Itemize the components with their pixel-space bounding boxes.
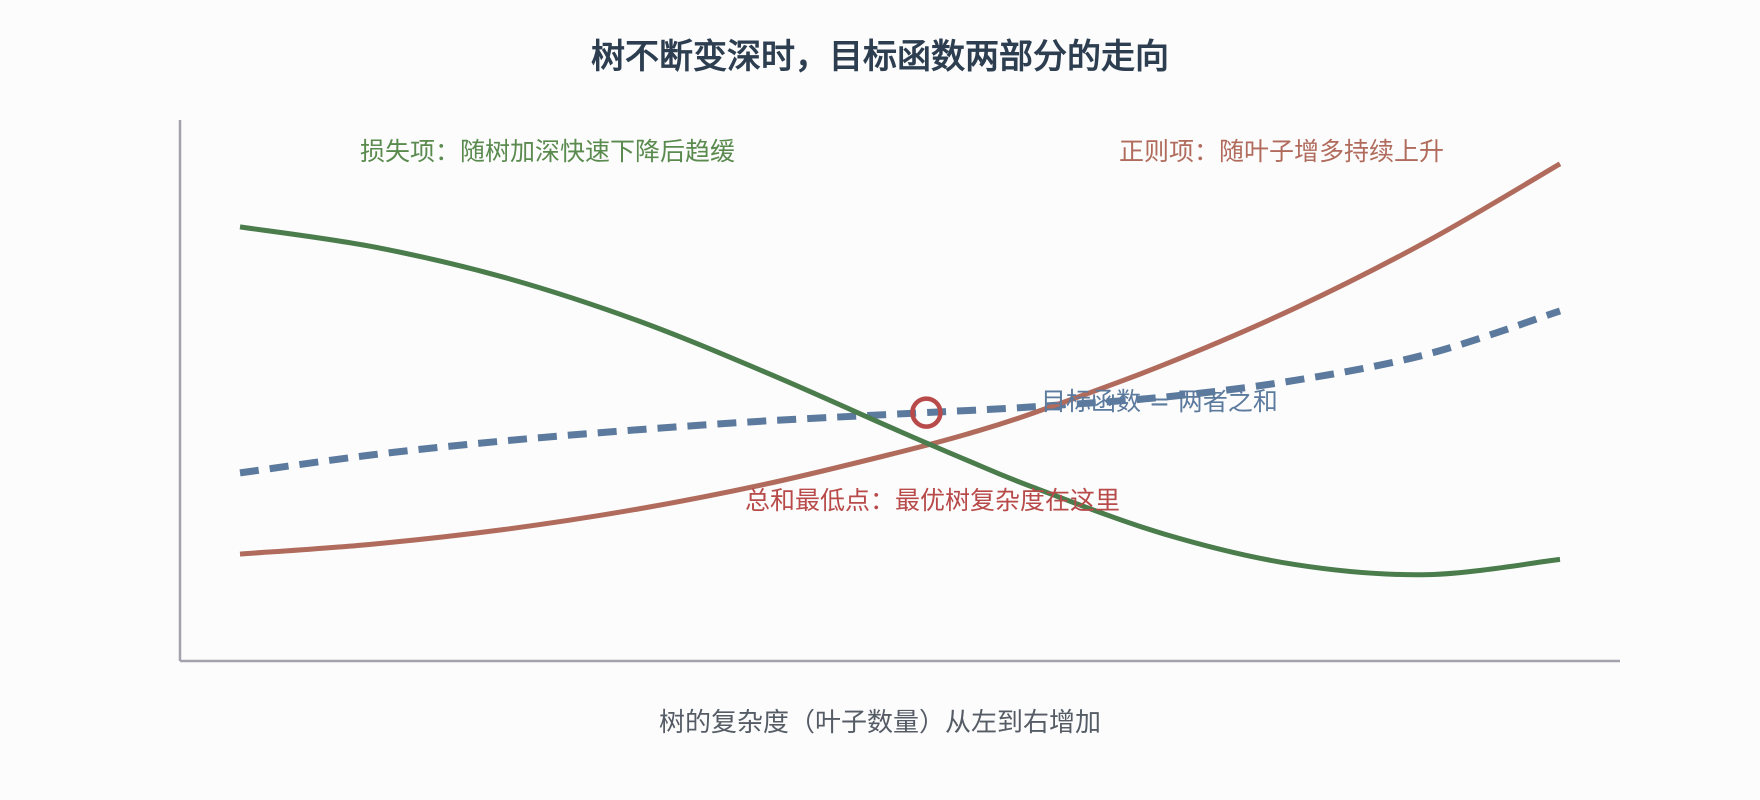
chart-title: 树不断变深时，目标函数两部分的走向 (591, 37, 1169, 77)
x-axis-label: 树的复杂度（叶子数量）从左到右增加 (659, 708, 1101, 738)
series-layer (239, 161, 1562, 578)
minimum-marker (910, 396, 943, 429)
loss-series-line (239, 224, 1561, 578)
loss-annotation: 损失项：随树加深快速下降后趋缓 (360, 137, 735, 166)
objective-annotation: 目标函数 = 两者之和 (1041, 387, 1278, 416)
minimum-annotation: 总和最低点：最优树复杂度在这里 (745, 486, 1120, 515)
objective-series-line (239, 307, 1562, 477)
regularization-annotation: 正则项：随叶子增多持续上升 (1119, 137, 1444, 166)
regularization-series-line (239, 161, 1562, 557)
